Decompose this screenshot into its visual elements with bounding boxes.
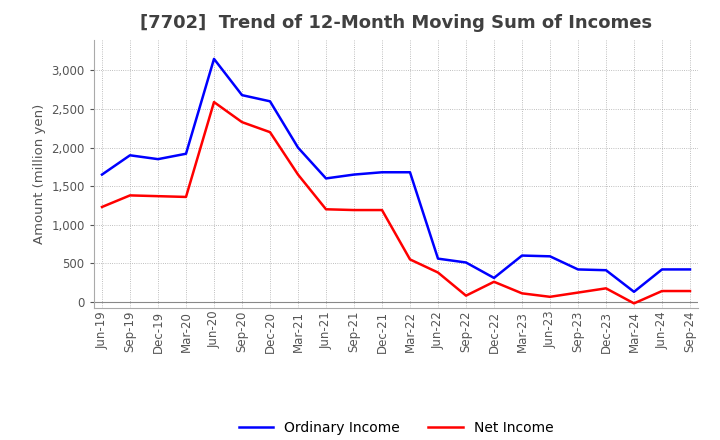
Net Income xyxy=(685,288,694,293)
Net Income xyxy=(153,194,162,199)
Ordinary Income xyxy=(630,289,639,294)
Net Income xyxy=(266,129,274,135)
Ordinary Income xyxy=(518,253,526,258)
Net Income xyxy=(433,270,442,275)
Ordinary Income xyxy=(602,268,611,273)
Ordinary Income xyxy=(490,275,498,281)
Line: Ordinary Income: Ordinary Income xyxy=(102,59,690,292)
Net Income xyxy=(378,207,387,213)
Ordinary Income xyxy=(462,260,470,265)
Net Income xyxy=(126,193,135,198)
Ordinary Income xyxy=(657,267,666,272)
Net Income xyxy=(602,286,611,291)
Ordinary Income xyxy=(98,172,107,177)
Ordinary Income xyxy=(378,169,387,175)
Net Income xyxy=(98,204,107,209)
Ordinary Income xyxy=(126,153,135,158)
Line: Net Income: Net Income xyxy=(102,102,690,303)
Net Income xyxy=(462,293,470,298)
Ordinary Income xyxy=(210,56,218,62)
Net Income xyxy=(405,257,414,262)
Y-axis label: Amount (million yen): Amount (million yen) xyxy=(32,104,45,244)
Ordinary Income xyxy=(685,267,694,272)
Ordinary Income xyxy=(181,151,190,156)
Title: [7702]  Trend of 12-Month Moving Sum of Incomes: [7702] Trend of 12-Month Moving Sum of I… xyxy=(140,15,652,33)
Net Income xyxy=(657,288,666,293)
Ordinary Income xyxy=(405,169,414,175)
Ordinary Income xyxy=(546,254,554,259)
Net Income xyxy=(238,120,246,125)
Legend: Ordinary Income, Net Income: Ordinary Income, Net Income xyxy=(233,415,559,440)
Ordinary Income xyxy=(322,176,330,181)
Ordinary Income xyxy=(266,99,274,104)
Ordinary Income xyxy=(433,256,442,261)
Net Income xyxy=(630,301,639,306)
Net Income xyxy=(518,291,526,296)
Ordinary Income xyxy=(238,92,246,98)
Net Income xyxy=(181,194,190,200)
Net Income xyxy=(490,279,498,284)
Ordinary Income xyxy=(574,267,582,272)
Net Income xyxy=(210,99,218,105)
Net Income xyxy=(546,294,554,300)
Net Income xyxy=(294,172,302,177)
Ordinary Income xyxy=(350,172,359,177)
Ordinary Income xyxy=(153,157,162,162)
Net Income xyxy=(350,207,359,213)
Net Income xyxy=(574,290,582,295)
Ordinary Income xyxy=(294,145,302,150)
Net Income xyxy=(322,207,330,212)
